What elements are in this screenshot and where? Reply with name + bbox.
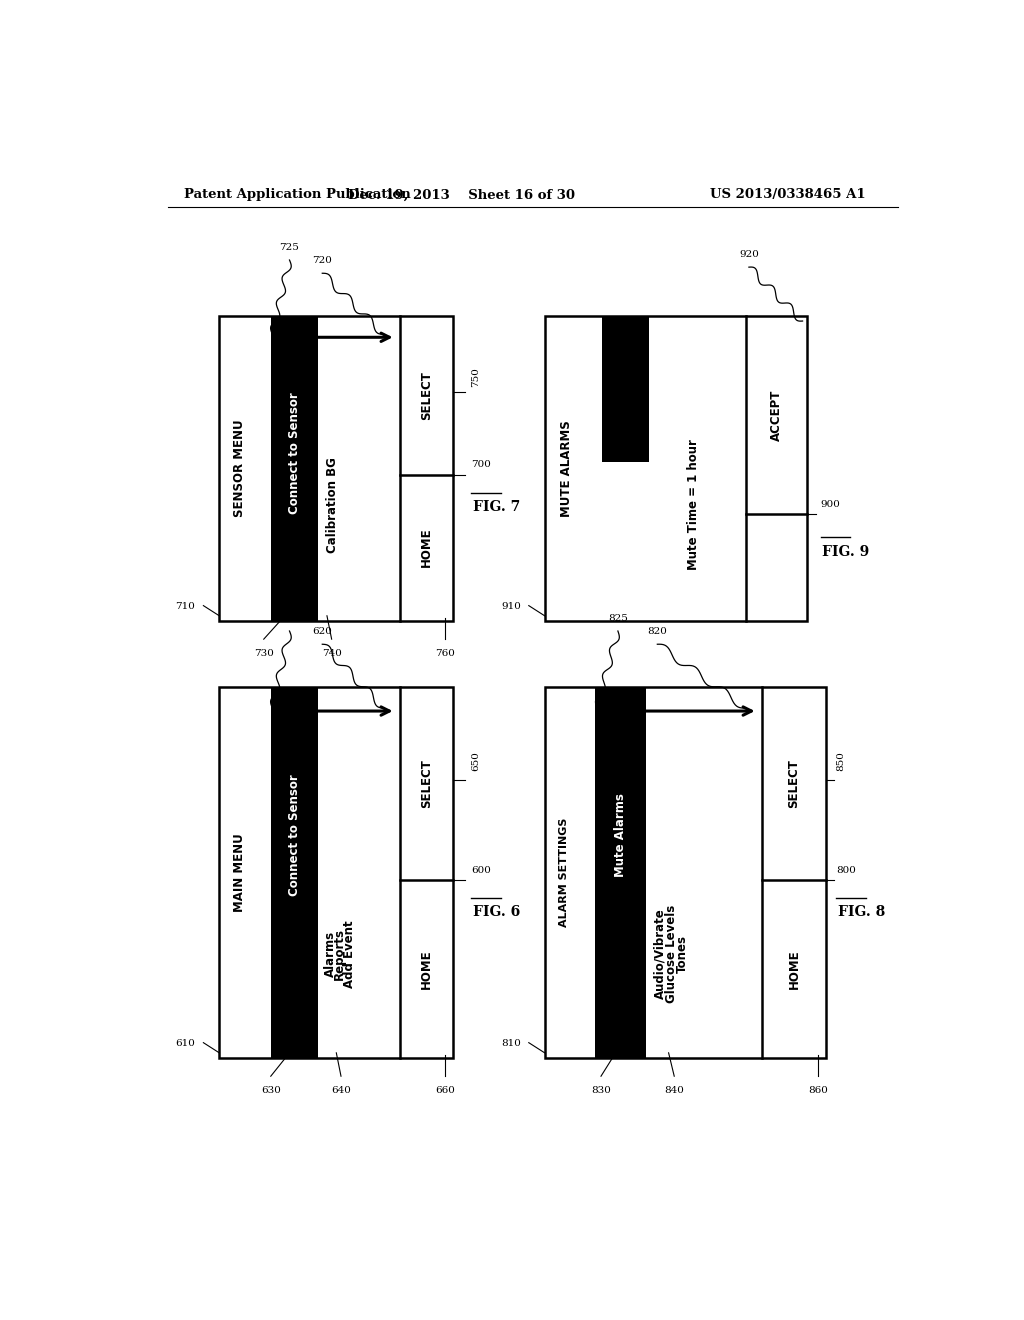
Text: 825: 825	[608, 614, 628, 623]
Text: HOME: HOME	[787, 949, 801, 989]
Bar	[545, 315, 807, 620]
Text: FIG. 9: FIG. 9	[822, 545, 869, 558]
Text: MUTE ALARMS: MUTE ALARMS	[560, 420, 573, 516]
Text: HOME: HOME	[420, 949, 433, 989]
Text: Patent Application Publication: Patent Application Publication	[183, 189, 411, 202]
Text: Add Event: Add Event	[343, 920, 355, 987]
Text: FIG. 7: FIG. 7	[473, 500, 520, 513]
Text: 740: 740	[322, 649, 342, 659]
Bar	[270, 686, 317, 1057]
Text: 730: 730	[254, 649, 273, 659]
Text: 660: 660	[435, 1086, 456, 1096]
Text: 725: 725	[280, 243, 299, 252]
Text: Connect to Sensor: Connect to Sensor	[288, 392, 301, 513]
Text: 920: 920	[739, 249, 759, 259]
Text: 820: 820	[647, 627, 668, 636]
Text: 760: 760	[435, 649, 456, 659]
Text: SENSOR MENU: SENSOR MENU	[232, 420, 246, 517]
Text: 600: 600	[471, 866, 490, 875]
Text: ACCEPT: ACCEPT	[770, 389, 783, 441]
Text: 860: 860	[809, 1086, 828, 1096]
Text: 900: 900	[821, 500, 841, 510]
Bar	[545, 686, 826, 1057]
Text: 830: 830	[591, 1086, 611, 1096]
Text: 650: 650	[471, 751, 480, 771]
Text: SELECT: SELECT	[420, 759, 433, 808]
Bar	[219, 686, 454, 1057]
Bar	[270, 315, 317, 620]
Text: 640: 640	[331, 1086, 351, 1096]
Bar	[219, 315, 454, 620]
Bar	[595, 686, 646, 1057]
Text: 850: 850	[836, 751, 845, 771]
Text: 810: 810	[501, 1039, 521, 1048]
Text: FIG. 6: FIG. 6	[473, 906, 520, 919]
Text: Calibration BG: Calibration BG	[327, 457, 339, 553]
Text: Tones: Tones	[676, 935, 689, 973]
Text: 840: 840	[665, 1086, 684, 1096]
Text: Reports: Reports	[334, 928, 346, 979]
Text: 720: 720	[312, 256, 332, 265]
Text: Audio/Vibrate: Audio/Vibrate	[653, 908, 666, 999]
Text: 910: 910	[501, 602, 521, 611]
Bar	[602, 315, 649, 462]
Text: MAIN MENU: MAIN MENU	[232, 833, 246, 912]
Text: Mute Time = 1 hour: Mute Time = 1 hour	[687, 440, 700, 570]
Text: 610: 610	[175, 1039, 196, 1048]
Text: Alarms: Alarms	[324, 931, 337, 977]
Text: SELECT: SELECT	[787, 759, 801, 808]
Text: HOME: HOME	[420, 528, 433, 568]
Text: 620: 620	[312, 627, 332, 636]
Text: Glucose Levels: Glucose Levels	[665, 906, 678, 1003]
Text: ALARM SETTINGS: ALARM SETTINGS	[559, 817, 569, 927]
Text: Dec. 19, 2013    Sheet 16 of 30: Dec. 19, 2013 Sheet 16 of 30	[348, 189, 574, 202]
Text: 800: 800	[836, 866, 856, 875]
Text: Mute Alarms: Mute Alarms	[614, 793, 628, 878]
Text: 750: 750	[471, 367, 480, 387]
Text: 630: 630	[261, 1086, 281, 1096]
Text: SELECT: SELECT	[420, 371, 433, 420]
Text: Connect to Sensor: Connect to Sensor	[288, 775, 301, 896]
Text: 700: 700	[471, 461, 490, 470]
Text: 710: 710	[175, 602, 196, 611]
Text: FIG. 8: FIG. 8	[839, 906, 886, 919]
Text: US 2013/0338465 A1: US 2013/0338465 A1	[711, 189, 866, 202]
Text: 625: 625	[280, 614, 299, 623]
